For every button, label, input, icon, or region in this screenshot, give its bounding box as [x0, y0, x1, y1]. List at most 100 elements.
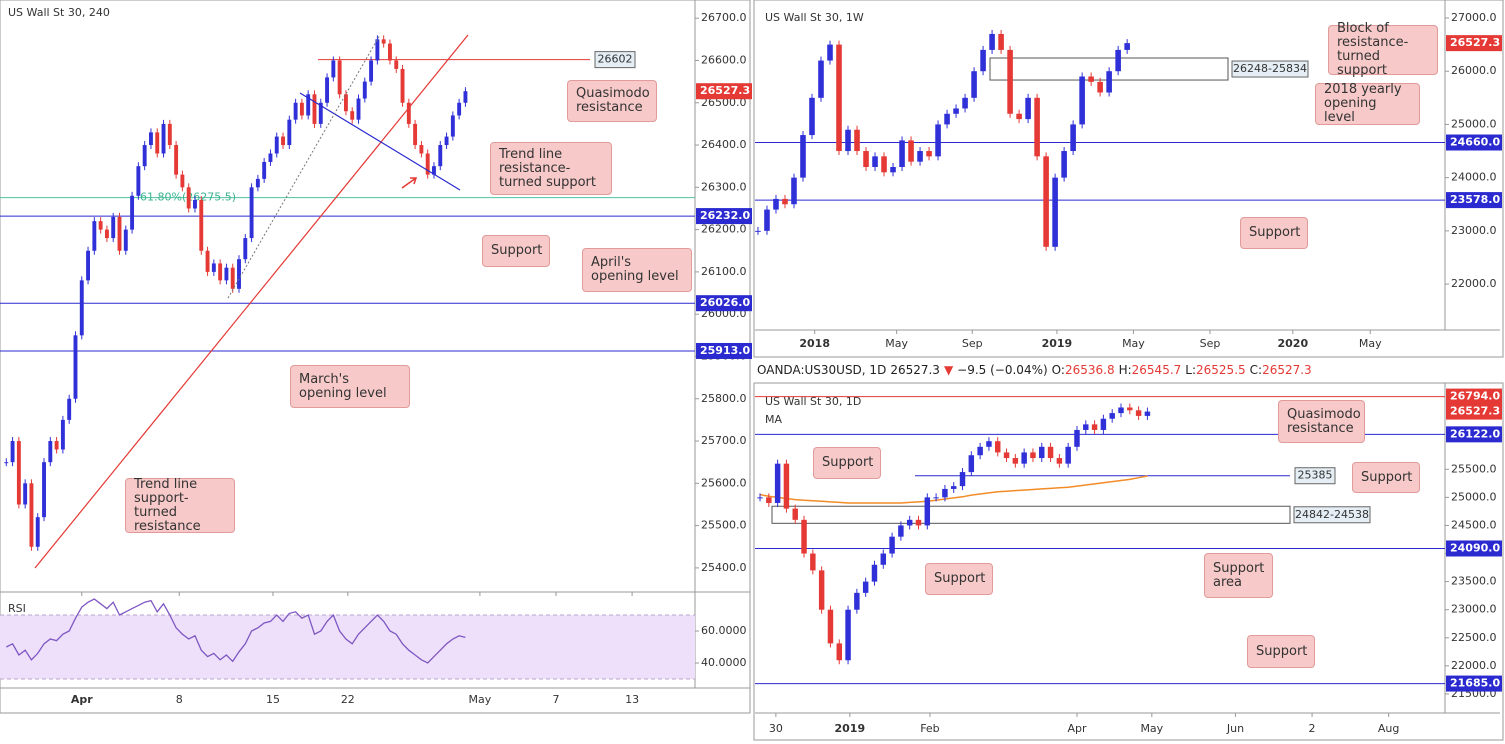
y-tick-label: 25700.0	[701, 434, 747, 447]
candle	[757, 497, 763, 499]
level-label: 26122.0	[1450, 427, 1500, 440]
candle	[237, 259, 241, 289]
y-tick-label: 26100.0	[701, 265, 747, 278]
candle	[400, 68, 405, 103]
candle	[890, 166, 896, 173]
fib-trend	[227, 34, 381, 299]
x-tick-label: 2020	[1278, 337, 1309, 350]
candle	[1144, 411, 1151, 416]
candle	[293, 102, 298, 120]
candle	[394, 60, 399, 69]
candle	[29, 483, 34, 547]
y-tick-label: 25500.0	[1451, 462, 1497, 475]
span: ▼	[943, 363, 954, 377]
candle	[224, 267, 229, 281]
candle	[193, 200, 197, 209]
marked-label: 26602	[598, 53, 633, 66]
candle	[463, 91, 468, 103]
annotation: Quasimodo resistance	[1278, 400, 1365, 443]
x-tick-label: Sep	[1200, 337, 1221, 350]
candle	[262, 161, 267, 179]
candle	[274, 136, 279, 154]
candle	[48, 441, 53, 463]
candle	[432, 166, 436, 175]
candle	[1100, 418, 1107, 430]
level-label-bg	[1446, 540, 1502, 557]
span: 26545.7	[1131, 363, 1182, 377]
candle	[1074, 429, 1080, 447]
candle	[782, 198, 788, 205]
candle	[801, 519, 807, 554]
y-tick-label: 24500.0	[1451, 518, 1497, 531]
y-tick-label: 24000.0	[1451, 171, 1497, 184]
zone	[771, 505, 1291, 524]
candle	[915, 519, 922, 526]
candle	[142, 145, 147, 167]
candle	[161, 123, 166, 154]
annotation: Support	[1352, 462, 1420, 493]
annotation: Support	[1240, 217, 1308, 249]
candle	[1047, 446, 1054, 459]
candle	[766, 497, 772, 503]
candle	[854, 129, 860, 152]
candle	[299, 102, 304, 116]
candle	[1052, 177, 1058, 247]
candle	[230, 267, 235, 289]
annotation: Trend line support-turned resistance	[125, 477, 235, 533]
y-tick-label: 23500.0	[1451, 575, 1497, 588]
candle	[130, 195, 135, 230]
candle	[818, 60, 824, 98]
level-label-bg	[1446, 426, 1502, 443]
span: 26525.5	[1196, 363, 1246, 377]
candle	[845, 609, 851, 661]
candle	[388, 43, 392, 61]
candle	[67, 398, 72, 420]
panel-title: US Wall St 30, 1W	[765, 11, 864, 24]
candle	[1003, 452, 1010, 459]
level-label-bg	[696, 342, 752, 359]
span: 26527.3	[890, 363, 940, 377]
candle	[444, 136, 449, 146]
candle	[959, 472, 966, 487]
candle	[980, 49, 986, 72]
candle	[755, 230, 761, 232]
candle	[331, 60, 336, 78]
candle	[136, 166, 141, 196]
candle	[1056, 458, 1063, 464]
candle	[243, 238, 248, 260]
candle	[1007, 49, 1013, 114]
annotation: Quasimodo resistance	[567, 80, 657, 122]
annotation: Support	[1247, 635, 1315, 668]
y-tick-label: 26000.0	[1451, 64, 1497, 77]
y-tick-label: 25800.0	[701, 392, 747, 405]
level-label-bg	[1446, 192, 1502, 209]
candle	[791, 177, 797, 205]
y-tick-label: 25500.0	[701, 519, 747, 532]
span: −9.5 (−0.04%)	[957, 363, 1048, 377]
y-tick-label: 22000.0	[1451, 277, 1497, 290]
span: L:	[1185, 363, 1197, 377]
y-tick-label: 27000.0	[1451, 11, 1497, 24]
candle	[968, 455, 975, 473]
candle	[10, 441, 15, 463]
level-label: 24660.0	[1450, 136, 1500, 149]
candle	[1088, 76, 1094, 82]
level-label: 26232.0	[700, 209, 750, 222]
candle	[438, 145, 443, 167]
zone-label-bg	[1293, 506, 1371, 524]
moving-average	[759, 475, 1148, 504]
candle	[281, 136, 285, 146]
y-tick-label: 22000.0	[1451, 659, 1497, 672]
candle	[977, 446, 983, 456]
annotation: Support	[813, 447, 881, 479]
candle	[986, 441, 992, 447]
candle	[312, 94, 317, 124]
annotation: Trend line resistance-turned support	[490, 142, 612, 195]
candle	[255, 178, 260, 188]
candle	[863, 151, 869, 167]
x-tick-label: 2018	[799, 337, 830, 350]
candle	[783, 463, 790, 509]
candle	[871, 564, 878, 582]
price-label-bg	[1446, 35, 1502, 52]
annotation: Support area	[1204, 553, 1273, 598]
